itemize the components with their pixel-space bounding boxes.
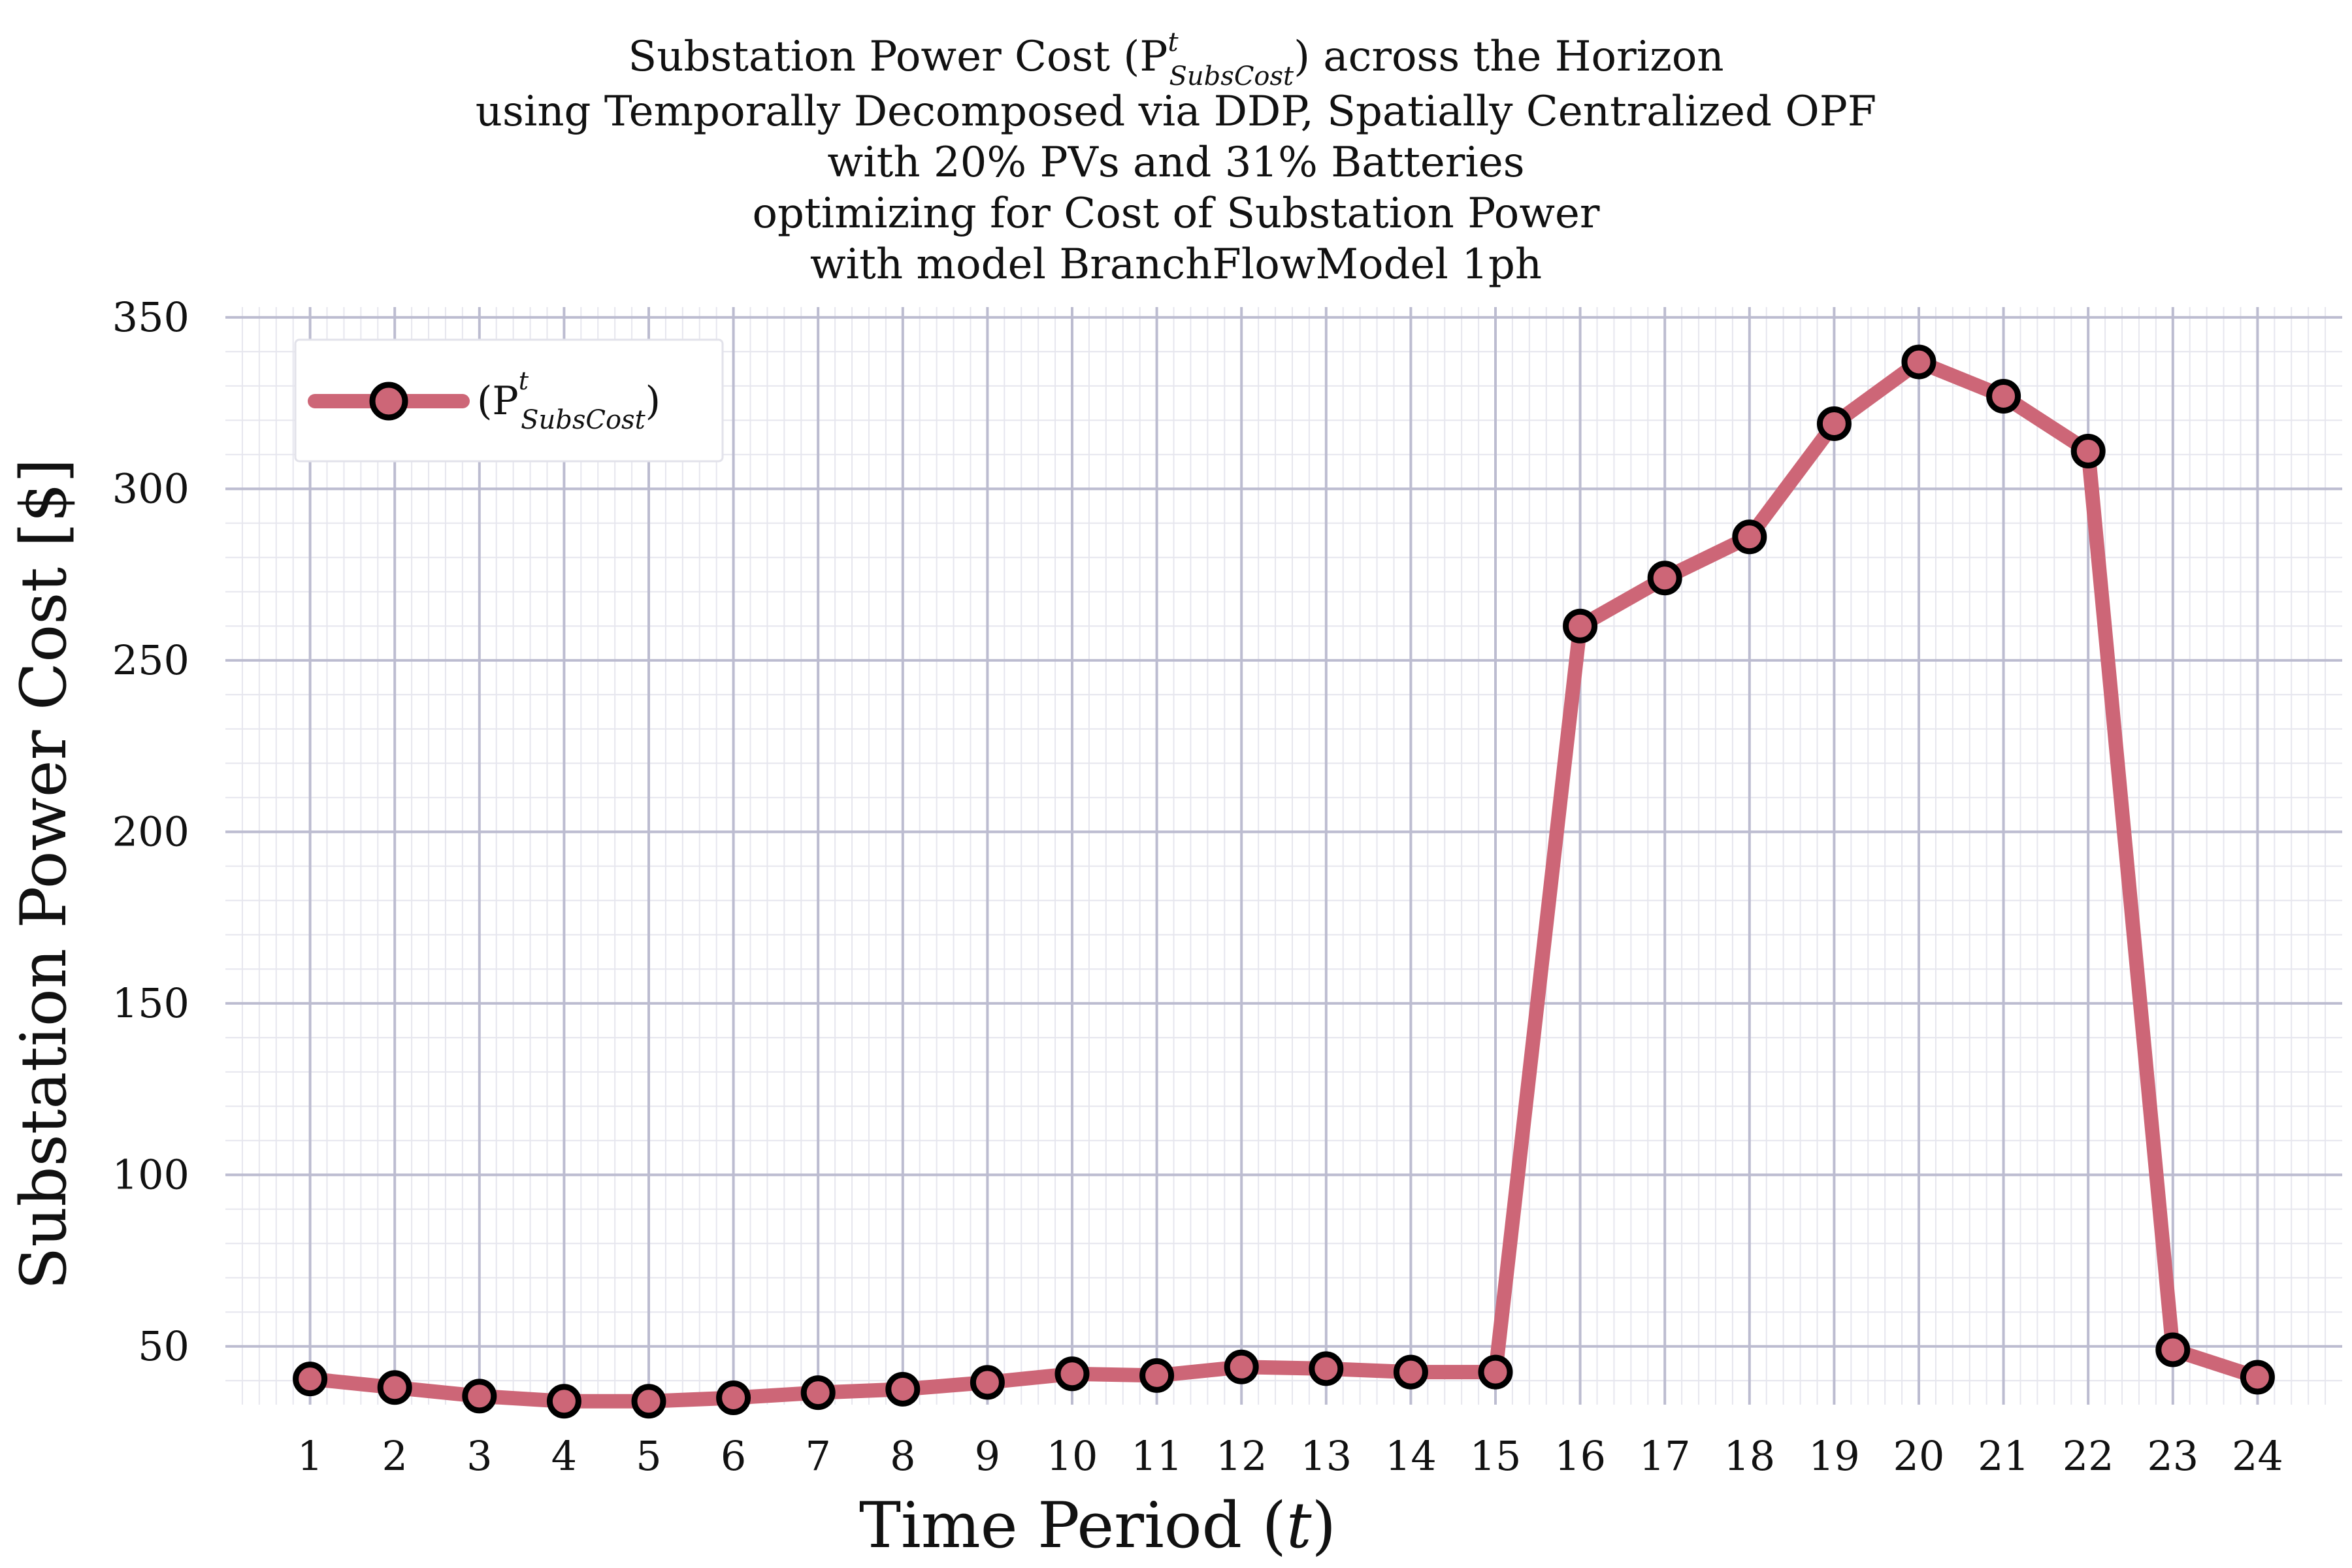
title-symbol-sub: SubsCost xyxy=(1169,61,1295,91)
legend-sup: t xyxy=(519,367,529,395)
title-suffix: ) across the Horizon xyxy=(1294,33,1724,81)
x-tick-label: 11 xyxy=(1131,1432,1183,1480)
legend: (Pt SubsCost) xyxy=(294,338,724,463)
series-layer xyxy=(293,344,2275,1419)
data-point xyxy=(1647,561,1682,596)
chart-title: Substation Power Cost (Pt SubsCost) acros… xyxy=(476,27,1876,289)
x-tick-label: 6 xyxy=(721,1432,746,1480)
data-point xyxy=(546,1384,581,1419)
data-point xyxy=(1816,406,1852,441)
y-tick-label: 300 xyxy=(112,465,189,512)
x-axis-label: Time Period (t) xyxy=(859,1489,1336,1562)
title-line-3: with 20% PVs and 31% Batteries xyxy=(827,139,1524,187)
data-point xyxy=(1901,344,1936,380)
data-point xyxy=(2155,1332,2191,1367)
x-tick-label: 10 xyxy=(1047,1432,1098,1480)
x-tick-label: 15 xyxy=(1470,1432,1522,1480)
x-tick-label: 1 xyxy=(297,1432,323,1480)
y-tick-label: 100 xyxy=(112,1151,189,1198)
legend-close: ) xyxy=(645,378,661,424)
x-tick-label: 14 xyxy=(1385,1432,1437,1480)
x-tick-label: 22 xyxy=(2063,1432,2114,1480)
y-tick-label: 50 xyxy=(138,1322,189,1370)
x-tick-label: 23 xyxy=(2147,1432,2198,1480)
x-tick-label: 4 xyxy=(551,1432,577,1480)
data-point xyxy=(800,1375,836,1411)
x-tick-label: 21 xyxy=(1978,1432,2029,1480)
y-tick-label: 150 xyxy=(112,979,189,1027)
data-point xyxy=(1986,379,2021,414)
x-tick-label: 16 xyxy=(1554,1432,1606,1480)
data-point xyxy=(631,1384,666,1419)
x-tick-label: 7 xyxy=(805,1432,830,1480)
x-axis-label-var: t xyxy=(1286,1489,1312,1562)
title-line-4: optimizing for Cost of Substation Power xyxy=(753,189,1600,238)
legend-frame xyxy=(294,338,724,463)
data-point xyxy=(2240,1360,2275,1395)
data-point xyxy=(462,1379,497,1414)
x-tick-label: 9 xyxy=(975,1432,1000,1480)
data-point xyxy=(1478,1354,1513,1390)
data-point xyxy=(2070,434,2106,468)
title-line-5: with model BranchFlowModel 1ph xyxy=(810,240,1542,289)
data-point xyxy=(1563,608,1598,644)
x-tick-label: 18 xyxy=(1723,1432,1775,1480)
title-line-1: Substation Power Cost (Pt SubsCost) acros… xyxy=(628,27,1723,91)
y-tick-label: 350 xyxy=(112,293,189,341)
y-axis-label: Substation Power Cost [$] xyxy=(7,458,80,1290)
legend-sub: SubsCost xyxy=(521,405,646,435)
y-tick-label: 200 xyxy=(112,808,189,855)
data-point xyxy=(293,1362,328,1397)
x-tick-label: 5 xyxy=(636,1432,661,1480)
data-point xyxy=(1224,1349,1259,1384)
data-point xyxy=(1393,1354,1428,1390)
data-point xyxy=(1054,1356,1090,1392)
x-tick-label: 24 xyxy=(2232,1432,2283,1480)
x-tick-label: 13 xyxy=(1300,1432,1352,1480)
title-line-2: using Temporally Decomposed via DDP, Spa… xyxy=(476,88,1876,136)
x-axis-ticks: 1 2 3 4 5 6 7 8 9 10 11 12 13 14 15 16 17 18 19 20 21 22 23 24 xyxy=(297,1432,2283,1480)
legend-marker xyxy=(369,382,408,421)
x-tick-label: 19 xyxy=(1808,1432,1860,1480)
data-point xyxy=(885,1371,921,1407)
x-tick-label: 3 xyxy=(466,1432,492,1480)
title-symbol-sup: t xyxy=(1168,27,1179,57)
major-gridlines xyxy=(225,307,2342,1405)
x-tick-label: 17 xyxy=(1639,1432,1691,1480)
y-tick-label: 250 xyxy=(112,636,189,684)
x-tick-label: 12 xyxy=(1216,1432,1267,1480)
data-point xyxy=(377,1370,412,1405)
data-point xyxy=(1309,1351,1344,1386)
x-tick-label: 2 xyxy=(382,1432,407,1480)
data-point xyxy=(1732,519,1767,555)
data-point xyxy=(970,1365,1005,1400)
data-point xyxy=(716,1380,751,1415)
y-axis-ticks: 50 100 150 200 250 300 350 xyxy=(112,293,189,1370)
x-tick-label: 20 xyxy=(1893,1432,1945,1480)
x-tick-label: 8 xyxy=(890,1432,915,1480)
legend-entry-label: (Pt SubsCost) xyxy=(477,367,661,435)
data-point xyxy=(1139,1358,1175,1393)
